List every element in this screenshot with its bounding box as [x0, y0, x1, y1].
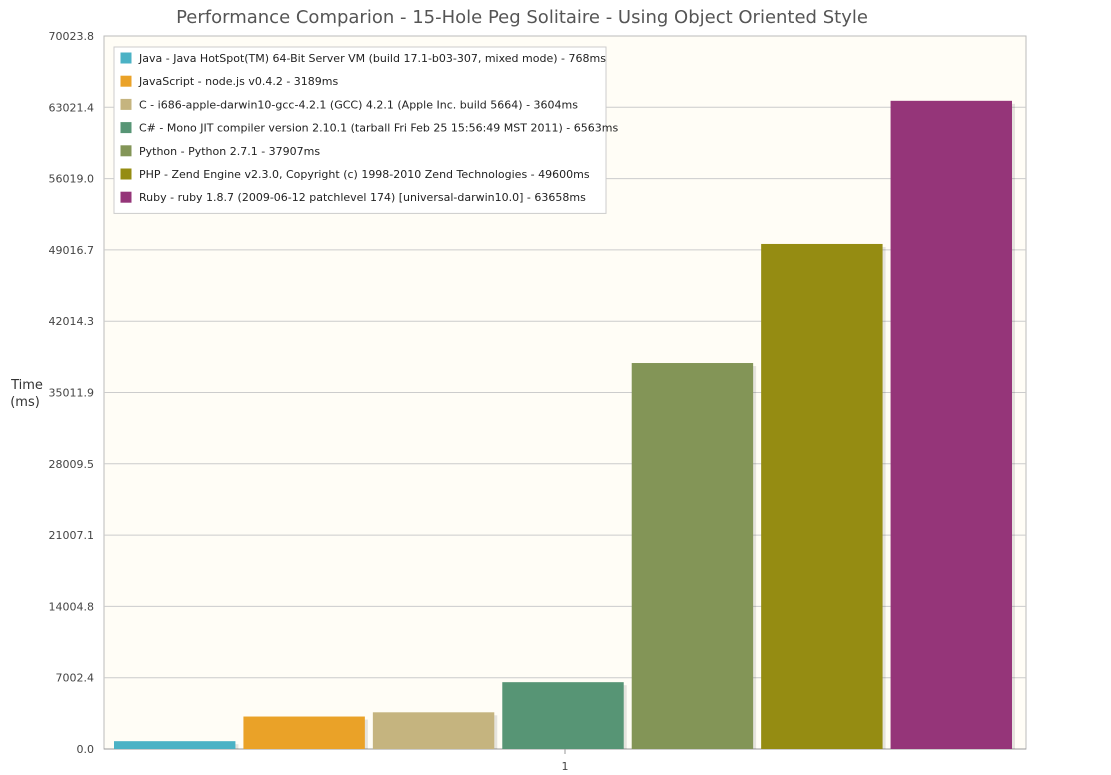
legend-swatch — [119, 97, 133, 111]
y-tick-label: 14004.8 — [49, 600, 95, 613]
legend-label: Python - Python 2.7.1 - 37907ms — [139, 145, 320, 158]
legend-label: C - i686-apple-darwin10-gcc-4.2.1 (GCC) … — [139, 98, 578, 111]
chart-title: Performance Comparion - 15-Hole Peg Soli… — [176, 7, 868, 28]
legend-swatch — [119, 190, 133, 204]
x-axis-ticks: 1 — [562, 749, 569, 773]
legend-swatch — [119, 144, 133, 158]
legend-label: Java - Java HotSpot(TM) 64-Bit Server VM… — [138, 52, 606, 65]
y-tick-label: 42014.3 — [49, 315, 95, 328]
legend-swatch — [119, 167, 133, 181]
y-axis-label-line-1: Time — [10, 378, 43, 393]
bar — [114, 741, 236, 749]
legend-label: JavaScript - node.js v0.4.2 - 3189ms — [138, 75, 339, 88]
bar — [890, 100, 1012, 750]
bar — [243, 716, 365, 749]
y-axis-label-line-2: (ms) — [10, 395, 40, 410]
legend-swatch — [119, 51, 133, 65]
legend-label: Ruby - ruby 1.8.7 (2009-06-12 patchlevel… — [139, 191, 586, 204]
bar — [631, 363, 754, 749]
y-tick-label: 21007.1 — [49, 529, 95, 542]
bar — [761, 243, 883, 750]
y-tick-label: 0.0 — [77, 743, 95, 756]
legend-label: C# - Mono JIT compiler version 2.10.1 (t… — [139, 122, 618, 135]
x-tick-label: 1 — [562, 760, 569, 773]
y-tick-label: 63021.4 — [49, 101, 95, 114]
legend-box — [113, 46, 607, 214]
legend: Java - Java HotSpot(TM) 64-Bit Server VM… — [113, 46, 618, 214]
bar — [502, 682, 624, 749]
y-tick-label: 49016.7 — [49, 244, 95, 257]
legend-swatch — [119, 121, 133, 135]
y-tick-label: 28009.5 — [49, 458, 95, 471]
y-tick-label: 70023.8 — [49, 30, 95, 43]
legend-swatch — [119, 74, 133, 88]
y-axis-ticks: 0.0 7002.4 14004.8 21007.1 28009.5 35011.9 420… — [49, 30, 95, 756]
y-tick-label: 35011.9 — [49, 387, 95, 400]
bars — [114, 100, 1015, 750]
y-tick-label: 56019.0 — [49, 173, 95, 186]
legend-label: PHP - Zend Engine v2.3.0, Copyright (c) … — [139, 168, 590, 181]
bar — [372, 712, 495, 749]
y-tick-label: 7002.4 — [56, 672, 95, 685]
